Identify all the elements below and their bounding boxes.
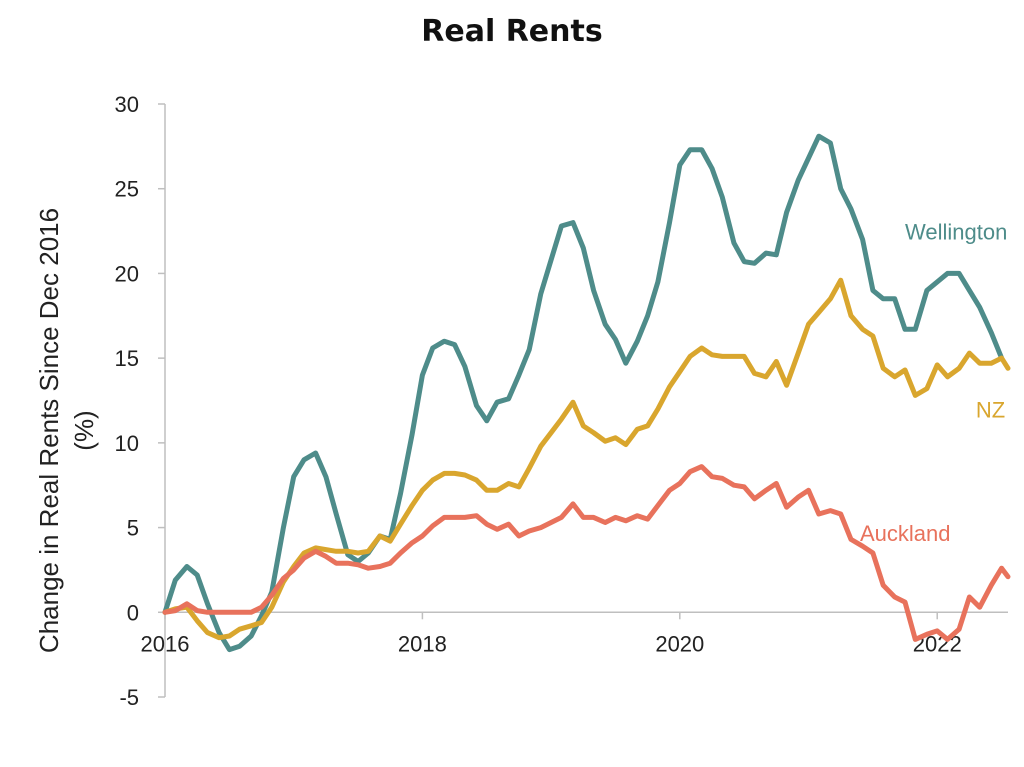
x-tick-label: 2016	[141, 631, 190, 656]
series-line-wellington	[162, 133, 1005, 653]
y-tick-label: -5	[119, 685, 139, 710]
series-line-auckland	[162, 464, 1011, 642]
y-tick-label: 25	[115, 177, 139, 202]
y-tick-label: 0	[127, 600, 139, 625]
y-axis-label-line-2: (%)	[69, 410, 99, 450]
y-axis-label: Change in Real Rents Since Dec 2016 (%)	[34, 208, 99, 653]
x-tick-label: 2018	[398, 631, 447, 656]
y-tick-label: 15	[115, 346, 139, 371]
axes	[164, 104, 1008, 697]
x-tick-label: 2020	[655, 631, 704, 656]
y-tick-label: 20	[115, 261, 139, 286]
series-label-nz: NZ	[976, 397, 1005, 422]
y-tick-label: 5	[127, 516, 139, 541]
series-labels: Wellington NZ Auckland	[860, 220, 1007, 547]
y-axis-ticks: -5 0 5 10 15 20 25 30	[115, 92, 165, 710]
y-tick-label: 10	[115, 431, 139, 456]
chart-title: Real Rents	[421, 14, 603, 49]
y-axis-label-line-1: Change in Real Rents Since Dec 2016	[34, 208, 64, 653]
series-label-auckland: Auckland	[860, 521, 951, 546]
y-tick-label: 30	[115, 92, 139, 117]
series-lines	[162, 133, 1011, 653]
series-label-wellington: Wellington	[905, 220, 1007, 245]
series-line-nz	[162, 277, 1011, 641]
